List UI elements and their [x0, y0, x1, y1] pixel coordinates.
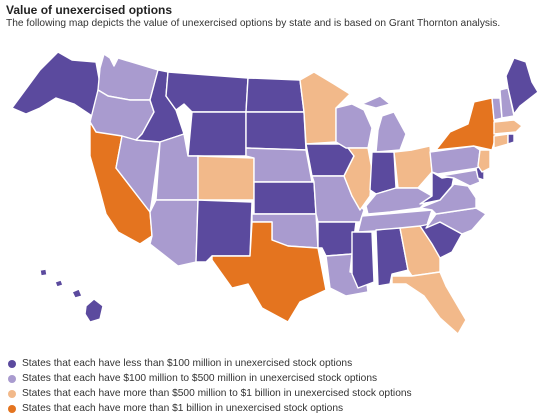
state-MT — [165, 71, 249, 113]
state-MI — [361, 95, 407, 153]
state-NY — [435, 97, 497, 151]
state-WA — [97, 53, 159, 101]
state-NJ — [477, 149, 491, 173]
legend-item-500mto1b: States that each have more than $500 mil… — [8, 386, 412, 401]
map-subtitle: The following map depicts the value of u… — [6, 18, 501, 29]
state-CT — [493, 133, 509, 149]
state-CO — [197, 155, 255, 201]
map-title: Value of unexercised options — [6, 3, 173, 17]
legend-swatch-100to500m — [8, 374, 16, 383]
state-KS — [253, 181, 317, 215]
state-SD — [245, 111, 307, 151]
state-AZ — [149, 199, 199, 267]
state-ND — [245, 77, 305, 113]
state-MD — [439, 169, 481, 187]
state-CA — [89, 121, 153, 245]
legend-item-lt100m: States that each have less than $100 mil… — [8, 356, 412, 371]
state-FL — [391, 271, 467, 335]
state-WI — [335, 103, 373, 149]
state-AR — [317, 221, 357, 257]
state-WY — [187, 111, 247, 157]
state-IL — [343, 147, 373, 211]
legend-label: States that each have $100 million to $5… — [22, 373, 378, 384]
state-IN — [369, 151, 397, 195]
us-map — [11, 51, 539, 335]
state-HI — [39, 268, 104, 323]
legend-swatch-lt100m — [8, 359, 16, 368]
state-HI-kauai — [39, 268, 48, 277]
state-TX — [211, 221, 327, 323]
state-HI-maui — [71, 288, 83, 299]
legend-swatch-500mto1b — [8, 389, 16, 398]
legend-label: States that each have more than $500 mil… — [22, 388, 412, 399]
state-NH — [499, 87, 515, 119]
state-MS — [351, 231, 375, 289]
legend-label: States that each have less than $100 mil… — [22, 358, 353, 369]
state-HI-big — [84, 298, 104, 323]
state-RI — [507, 133, 515, 145]
legend-swatch-gt1b — [8, 404, 16, 413]
state-OH — [393, 145, 433, 189]
state-NM — [195, 199, 253, 263]
legend-item-100to500m: States that each have $100 million to $5… — [8, 371, 412, 386]
state-NE — [245, 147, 313, 183]
state-HI-oahu — [54, 279, 64, 288]
state-MA — [493, 119, 523, 135]
legend-label: States that each have more than $1 billi… — [22, 403, 344, 414]
legend: States that each have less than $100 mil… — [8, 356, 412, 416]
state-ME — [505, 57, 539, 115]
legend-item-gt1b: States that each have more than $1 billi… — [8, 401, 412, 416]
